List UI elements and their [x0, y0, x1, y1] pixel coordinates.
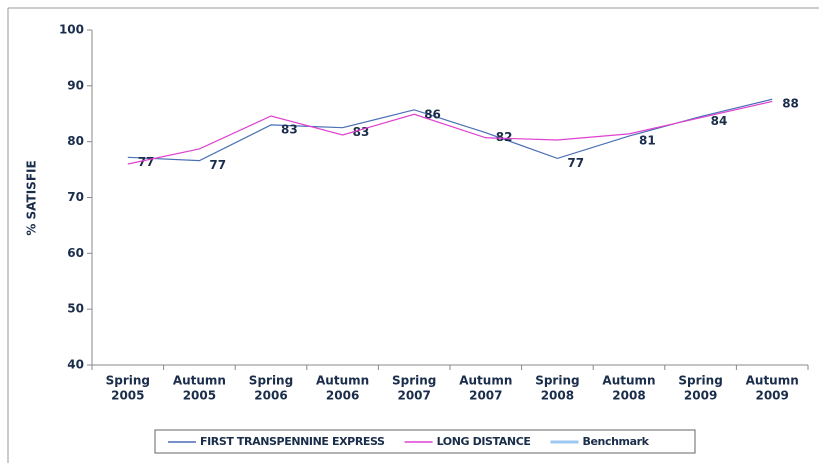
- x-tick-label: Spring: [249, 374, 293, 388]
- y-axis-label: % SATISFIE: [25, 160, 39, 235]
- x-tick-label: 2006: [326, 389, 359, 403]
- data-label: 77: [567, 156, 584, 170]
- y-tick-label: 80: [67, 134, 84, 148]
- data-label: 81: [639, 134, 656, 148]
- x-tick-label: 2008: [612, 389, 645, 403]
- data-label: 88: [782, 97, 799, 111]
- x-tick-label: 2006: [254, 389, 287, 403]
- series-line: [127, 100, 773, 165]
- x-tick-label: Spring: [678, 374, 722, 388]
- data-label: 83: [281, 122, 298, 136]
- y-tick-label: 50: [67, 302, 84, 316]
- y-tick-label: 100: [59, 23, 84, 37]
- y-tick-label: 40: [67, 358, 84, 372]
- legend-label: LONG DISTANCE: [437, 435, 531, 448]
- data-label: 77: [209, 158, 226, 172]
- x-tick-label: Autumn: [459, 374, 512, 388]
- legend-label: Benchmark: [583, 435, 650, 448]
- x-tick-label: Spring: [106, 374, 150, 388]
- x-tick-label: 2005: [183, 389, 216, 403]
- y-tick-label: 90: [67, 78, 84, 92]
- x-tick-label: 2009: [684, 389, 717, 403]
- data-label: 82: [496, 130, 513, 144]
- x-tick-label: 2008: [541, 389, 574, 403]
- x-tick-label: 2007: [469, 389, 502, 403]
- x-tick-label: 2009: [755, 389, 788, 403]
- data-label: 84: [711, 114, 728, 128]
- x-tick-label: Autumn: [602, 374, 655, 388]
- x-tick-label: Autumn: [316, 374, 369, 388]
- data-label: 83: [353, 125, 370, 139]
- data-label: 77: [138, 155, 155, 169]
- series-line: [127, 98, 773, 162]
- x-tick-label: Spring: [392, 374, 436, 388]
- data-label: 86: [424, 107, 441, 121]
- y-tick-label: 60: [67, 246, 84, 260]
- x-tick-label: Autumn: [746, 374, 799, 388]
- y-tick-label: 70: [67, 190, 84, 204]
- x-tick-label: Spring: [535, 374, 579, 388]
- x-tick-label: 2005: [111, 389, 144, 403]
- legend-label: FIRST TRANSPENNINE EXPRESS: [200, 435, 385, 448]
- x-tick-label: 2007: [397, 389, 430, 403]
- x-tick-label: Autumn: [173, 374, 226, 388]
